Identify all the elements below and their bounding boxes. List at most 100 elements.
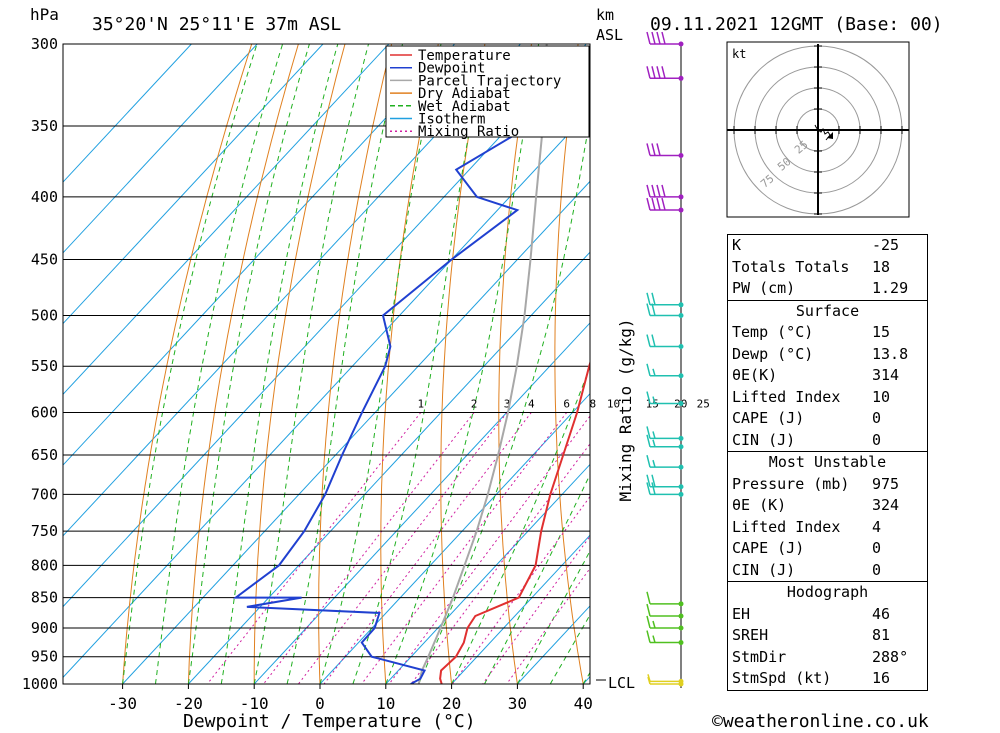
wind-barb-flag [646,184,651,198]
general-indices: K -25 Totals Totals 18 PW (cm) 1.29 [728,235,927,300]
wind-barb-flag [646,603,651,617]
wind-barb-flag [656,66,661,79]
row-value: 81 [872,626,891,644]
mixing-ratio-label: 3 [504,397,511,410]
mu-row: θE (K) 324 [728,495,927,517]
pressure-tick-label: 900 [31,619,58,637]
surface-row: θE(K) 314 [728,365,927,387]
mixing-ratio-label: 25 [697,397,710,410]
wet-adiabat [549,613,590,684]
isotherm-line [451,534,590,684]
surface-row: Temp (°C) 15 [728,322,927,344]
row-label: CIN (J) [732,430,796,449]
dry-adiabat [187,44,299,684]
row-label: θE(K) [732,366,778,384]
mu-row: CAPE (J) 0 [728,538,927,560]
row-value: 0 [872,430,882,449]
mu-row: CIN (J) 0 [728,560,927,582]
mixing-ratio-line [506,567,590,684]
surface-section: Surface Temp (°C) 15 Dewp (°C) 13.8 θE(K) 3… [728,299,927,452]
wind-barb-half [652,620,656,629]
wind-barb-flag [646,615,651,629]
wet-adiabat [122,44,258,684]
x-tick-label: 20 [442,694,461,713]
row-value: 975 [872,474,900,493]
mixing-ratio-line [263,412,475,684]
row-value: 288° [872,647,909,666]
wet-adiabat [286,44,403,684]
hodograph-ring-label: 25 [792,138,811,156]
pressure-tick-label: 550 [31,357,58,375]
row-value: 15 [872,323,891,341]
hodograph-trace [814,124,831,141]
wind-barb-flag [646,434,651,447]
legend-label: Dry Adiabat [418,86,511,102]
index-row-totals: Totals Totals 18 [728,257,927,279]
row-value: 13.8 [872,344,909,363]
wind-barb-half [647,676,651,685]
wind-barb-flag [646,426,651,439]
isotherm-line [253,322,590,684]
mixing-ratio-line [482,535,590,684]
wind-barb-flag [651,334,656,347]
wind-barb-flag [656,197,661,211]
site-credit: ©weatheronline.co.uk [712,711,929,732]
x-tick-label: -20 [174,694,203,713]
wind-barb-flag [651,482,656,495]
wind-barb-flag [651,66,656,79]
wind-barb-flag [656,184,661,198]
mixing-ratio-label: 8 [589,397,596,410]
index-value: 1.29 [872,279,909,297]
mixing-ratio-line [388,415,590,684]
pressure-tick-label: 650 [31,446,58,464]
plot-border [62,43,591,685]
wind-barb-half [652,439,656,447]
row-label: Lifted Index [732,517,841,536]
surface-row: CAPE (J) 0 [728,408,927,430]
mixing-ratio-label: 4 [528,397,535,410]
plot-frame [62,43,606,685]
pressure-tick-label: 300 [31,35,58,53]
row-label: CAPE (J) [732,539,805,557]
pressure-tick-label: 600 [31,403,58,421]
sounding-series [232,44,590,684]
pressure-tick-label: 700 [31,485,58,503]
location-title: 35°20'N 25°11'E 37m ASL [92,14,341,35]
pressure-tick-label: 850 [31,589,58,607]
wind-barb-flag [646,454,651,468]
wind-profile [646,31,684,688]
hodograph-section: Hodograph EH 46 SREH 81 StmDir 288° StmSpd … [728,581,927,690]
row-label: StmDir [732,647,787,666]
most-unstable-section: Most Unstable Pressure (mb) 975 θE (K) 324… [728,451,927,581]
pressure-axis-labels: 300 350 400 450 500 550 600 650 700 750 800 850 900 9… [22,35,58,693]
wind-barb-flag [651,197,656,211]
dry-adiabat [122,44,253,684]
mixing-ratio-label: 1 [418,397,425,410]
wind-barb-flag [651,143,656,156]
temperature-line [439,360,590,684]
row-label: θE (K) [732,496,787,514]
wind-barb-flag [646,303,651,316]
wet-adiabat [155,44,284,684]
wind-barb-half [652,396,656,404]
index-value: 18 [872,257,891,276]
mu-row: Lifted Index 4 [728,517,927,539]
x-tick-label: 40 [574,694,593,713]
wind-barb-flag [646,197,651,211]
row-value: 0 [872,409,882,427]
row-value: 46 [872,604,891,623]
mu-row: Pressure (mb) 975 [728,474,927,496]
row-value: 324 [872,496,900,514]
x-axis-title: Dewpoint / Temperature (°C) [183,711,476,732]
wind-barb-flag [661,31,666,45]
x-tick-label: -30 [108,694,137,713]
wind-barb-flag [661,184,666,198]
wind-barb-flag [656,143,661,156]
parcel-trajectory-line [417,44,548,684]
wind-barb-flag [646,591,651,605]
row-label: Pressure (mb) [732,474,850,493]
pressure-tick-label: 350 [31,117,58,135]
isotherm-line [63,44,258,254]
isotherm-line [63,109,590,679]
